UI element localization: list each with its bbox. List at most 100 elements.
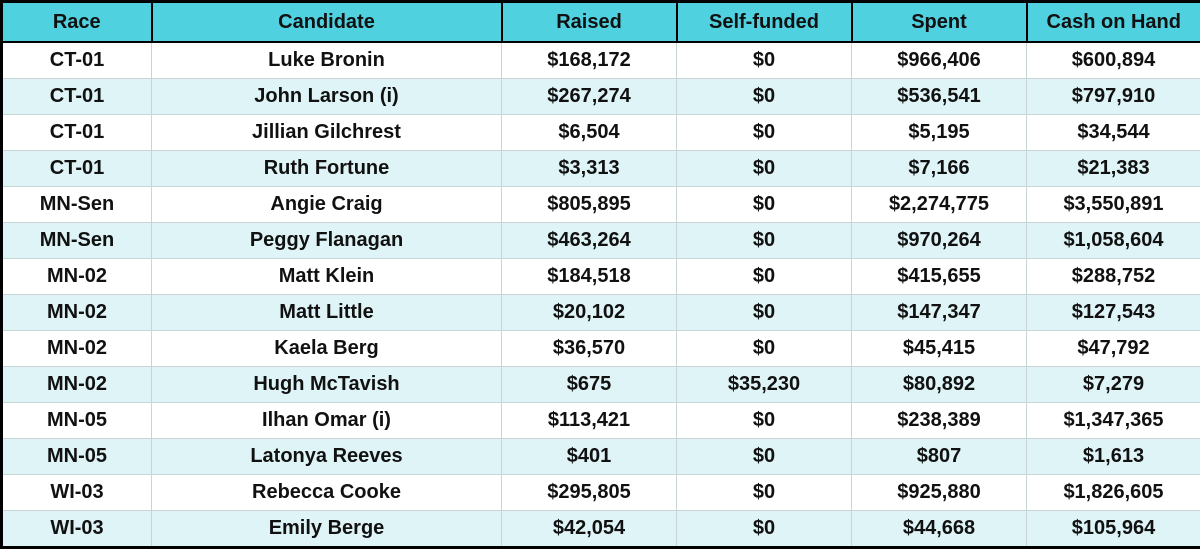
table-cell: $21,383 [1026,150,1200,187]
table-cell: $168,172 [501,41,677,79]
table-cell: $35,230 [676,366,852,403]
table-row: MN-Sen Angie Craig $805,895 $0 $2,274,775 $3,… [0,186,1200,223]
table-cell: $401 [501,438,677,475]
table-cell: $47,792 [1026,330,1200,367]
table-cell: CT-01 [0,41,152,79]
table-cell: $0 [676,41,852,79]
table-cell: Kaela Berg [151,330,502,367]
table-row: CT-01 John Larson (i) $267,274 $0 $536,541 $7… [0,78,1200,115]
table-cell: $1,347,365 [1026,402,1200,439]
table-cell: $147,347 [851,294,1027,331]
table-cell: Matt Klein [151,258,502,295]
table-cell: $6,504 [501,114,677,151]
table-cell: $536,541 [851,78,1027,115]
table-row: MN-05 Ilhan Omar (i) $113,421 $0 $238,389 $1,… [0,402,1200,439]
table-cell: MN-Sen [0,222,152,259]
table-cell: $463,264 [501,222,677,259]
table-cell: WI-03 [0,474,152,511]
table-cell: Angie Craig [151,186,502,223]
table-row: WI-03 Rebecca Cooke $295,805 $0 $925,880 $1,8… [0,474,1200,511]
table-row: MN-02 Kaela Berg $36,570 $0 $45,415 $47,792 [0,330,1200,367]
table-cell: $3,313 [501,150,677,187]
table-cell: $127,543 [1026,294,1200,331]
table-cell: $20,102 [501,294,677,331]
table-cell: $36,570 [501,330,677,367]
table-row: MN-Sen Peggy Flanagan $463,264 $0 $970,264 $1… [0,222,1200,259]
table-row: MN-02 Matt Klein $184,518 $0 $415,655 $288,75… [0,258,1200,295]
table-cell: $238,389 [851,402,1027,439]
table-cell: $2,274,775 [851,186,1027,223]
table-cell: $0 [676,222,852,259]
table-cell: $675 [501,366,677,403]
table-cell: $1,826,605 [1026,474,1200,511]
table-cell: $1,613 [1026,438,1200,475]
table-cell: $3,550,891 [1026,186,1200,223]
table-cell: CT-01 [0,114,152,151]
table-cell: $797,910 [1026,78,1200,115]
table-cell: $288,752 [1026,258,1200,295]
column-header: Cash on Hand [1025,0,1200,43]
table-cell: Emily Berge [151,510,502,549]
table-cell: $44,668 [851,510,1027,549]
table-cell: $34,544 [1026,114,1200,151]
table-cell: $184,518 [501,258,677,295]
table-cell: WI-03 [0,510,152,549]
table-cell: $0 [676,510,852,549]
column-header: Candidate [150,0,503,43]
header-row: Race Candidate Raised Self-funded Spent Cash … [0,0,1200,43]
column-header: Self-funded [675,0,853,43]
column-header: Spent [850,0,1028,43]
table-cell: Ruth Fortune [151,150,502,187]
table-cell: Jillian Gilchrest [151,114,502,151]
table-cell: John Larson (i) [151,78,502,115]
table-row: MN-02 Matt Little $20,102 $0 $147,347 $127,54… [0,294,1200,331]
table-cell: MN-05 [0,402,152,439]
table-cell: $7,279 [1026,366,1200,403]
table-cell: Latonya Reeves [151,438,502,475]
table-cell: $600,894 [1026,41,1200,79]
table-cell: CT-01 [0,150,152,187]
table-cell: $0 [676,258,852,295]
table-cell: $805,895 [501,186,677,223]
table-cell: Hugh McTavish [151,366,502,403]
table-cell: $807 [851,438,1027,475]
table-cell: $45,415 [851,330,1027,367]
table-cell: $5,195 [851,114,1027,151]
table-cell: $925,880 [851,474,1027,511]
table-cell: $267,274 [501,78,677,115]
column-header: Raised [500,0,678,43]
table-row: MN-05 Latonya Reeves $401 $0 $807 $1,613 [0,438,1200,475]
table-row: CT-01 Jillian Gilchrest $6,504 $0 $5,195 $34,… [0,114,1200,151]
table-cell: $113,421 [501,402,677,439]
table-cell: $0 [676,114,852,151]
table-cell: $7,166 [851,150,1027,187]
table-cell: $970,264 [851,222,1027,259]
table-cell: $415,655 [851,258,1027,295]
table-cell: $80,892 [851,366,1027,403]
table-cell: $105,964 [1026,510,1200,549]
table-cell: MN-Sen [0,186,152,223]
table-cell: $0 [676,438,852,475]
table-row: CT-01 Luke Bronin $168,172 $0 $966,406 $600,8… [0,41,1200,79]
table-row: WI-03 Emily Berge $42,054 $0 $44,668 $105,964 [0,510,1200,549]
table-cell: Ilhan Omar (i) [151,402,502,439]
column-header: Race [0,0,153,43]
table-cell: Matt Little [151,294,502,331]
table-cell: $966,406 [851,41,1027,79]
table-cell: $0 [676,294,852,331]
table-cell: MN-05 [0,438,152,475]
table-cell: $0 [676,402,852,439]
table-cell: MN-02 [0,330,152,367]
table-cell: $0 [676,474,852,511]
table-row: MN-02 Hugh McTavish $675 $35,230 $80,892 $7,2… [0,366,1200,403]
table-cell: Rebecca Cooke [151,474,502,511]
table-body: CT-01 Luke Bronin $168,172 $0 $966,406 $600,8… [0,41,1200,549]
table-cell: $0 [676,186,852,223]
table-cell: $1,058,604 [1026,222,1200,259]
table-cell: $295,805 [501,474,677,511]
table-cell: $0 [676,330,852,367]
table-cell: MN-02 [0,366,152,403]
table-cell: Luke Bronin [151,41,502,79]
table-cell: CT-01 [0,78,152,115]
table-cell: MN-02 [0,258,152,295]
